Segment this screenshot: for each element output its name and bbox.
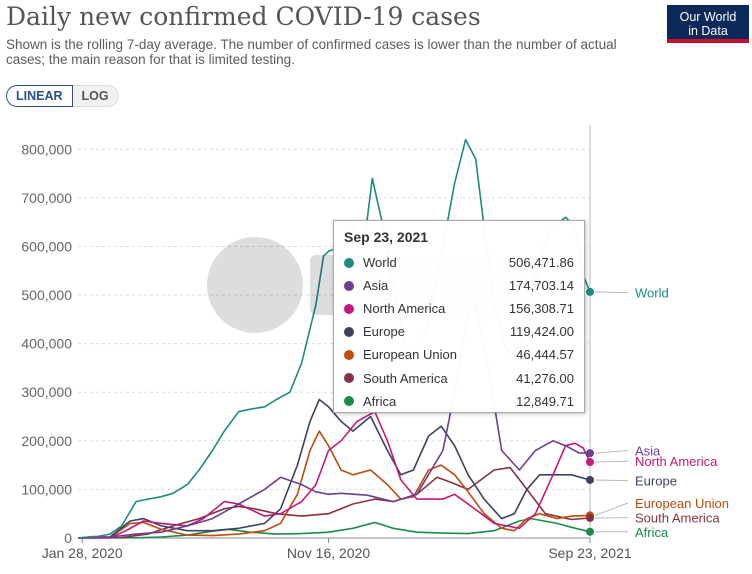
chart-subtitle: Shown is the rolling 7-day average. The … (6, 37, 617, 67)
y-tick-label: 500,000 (21, 287, 72, 303)
tooltip-series-name: South America (363, 370, 448, 386)
scale-toggle: LINEAR LOG (6, 85, 119, 107)
tooltip-row: Asia 174,703.14 (344, 274, 574, 297)
tooltip-row: Africa 12,849.71 (344, 390, 574, 413)
tooltip-dot (344, 303, 354, 314)
label-connector (594, 502, 629, 516)
tooltip-series-value: 506,471.86 (508, 255, 574, 271)
series-end-label: Africa (635, 525, 669, 540)
label-connector (594, 460, 629, 463)
tooltip-series-name: Europe (363, 324, 405, 340)
x-tick-label: Sep 23, 2021 (548, 545, 632, 561)
tooltip-row: Europe 119,424.00 (344, 320, 574, 343)
tooltip-dot (344, 326, 354, 337)
series-line (77, 304, 591, 539)
tooltip-dot (344, 373, 354, 384)
logo-line-2: in Data (688, 24, 728, 38)
series-line (77, 517, 591, 539)
linear-button[interactable]: LINEAR (6, 85, 73, 107)
tooltip-row: World 506,471.86 (344, 251, 574, 274)
tooltip-series-value: 12,849.71 (516, 393, 574, 409)
series-end-label: Asia (635, 444, 661, 459)
series-end-dot (586, 458, 594, 467)
y-tick-label: 400,000 (21, 336, 72, 352)
x-tick-label: Nov 16, 2020 (287, 545, 370, 561)
series-end-dot (586, 527, 594, 536)
y-tick-label: 200,000 (21, 433, 72, 449)
y-tick-label: 0 (64, 530, 72, 546)
series-end-dot (586, 475, 594, 484)
tooltip-date: Sep 23, 2021 (344, 229, 429, 245)
series-line (77, 430, 591, 539)
tooltip-series-name: European Union (363, 347, 457, 363)
owid-logo[interactable]: Our World in Data (667, 5, 749, 43)
series-line (77, 466, 591, 539)
series-end-dot (586, 287, 594, 296)
chart-title: Daily new confirmed COVID-19 cases (6, 2, 481, 31)
tooltip-series-value: 41,276.00 (516, 370, 574, 386)
tooltip-series-name: World (363, 255, 397, 271)
y-tick-label: 700,000 (21, 190, 72, 206)
tooltip-dot (344, 257, 354, 268)
tooltip-dot (344, 349, 354, 360)
logo-line-1: Our World (679, 10, 737, 24)
log-button[interactable]: LOG (72, 85, 119, 107)
tooltip-series-value: 174,703.14 (508, 278, 574, 294)
tooltip-row: South America 41,276.00 (344, 366, 574, 389)
tooltip-series-value: 119,424.00 (509, 324, 574, 340)
y-tick-label: 300,000 (21, 384, 72, 400)
x-tick-label: Jan 28, 2020 (42, 545, 123, 561)
tooltip-series-value: 156,308.71 (508, 301, 574, 317)
series-end-label: North America (635, 454, 718, 469)
tooltip-series-name: Africa (363, 393, 397, 409)
series-end-dot (586, 513, 594, 522)
y-tick-label: 800,000 (21, 141, 72, 157)
series-end-dot (586, 449, 594, 458)
tooltip-row: North America 156,308.71 (344, 297, 574, 320)
series-end-label: Europe (635, 474, 677, 489)
y-tick-label: 600,000 (21, 238, 72, 254)
label-connector (594, 450, 629, 454)
tooltip-row: European Union 46,444.57 (344, 343, 574, 366)
series-end-label: South America (635, 511, 720, 526)
series-line (77, 398, 591, 539)
y-tick-label: 100,000 (21, 481, 72, 497)
series-end-label: European Union (635, 496, 729, 511)
series-end-label: World (635, 286, 669, 301)
tooltip-series-name: North America (363, 301, 446, 317)
tooltip-dot (344, 396, 354, 407)
hover-tooltip: Sep 23, 2021 World 506,471.86 Asia 174,703.… (333, 220, 585, 413)
tooltip-dot (344, 280, 354, 291)
tooltip-series-value: 46,444.57 (516, 347, 574, 363)
tooltip-series-name: Asia (363, 278, 389, 294)
label-connector (594, 291, 629, 294)
label-connector (594, 479, 629, 482)
series-line (77, 410, 591, 539)
